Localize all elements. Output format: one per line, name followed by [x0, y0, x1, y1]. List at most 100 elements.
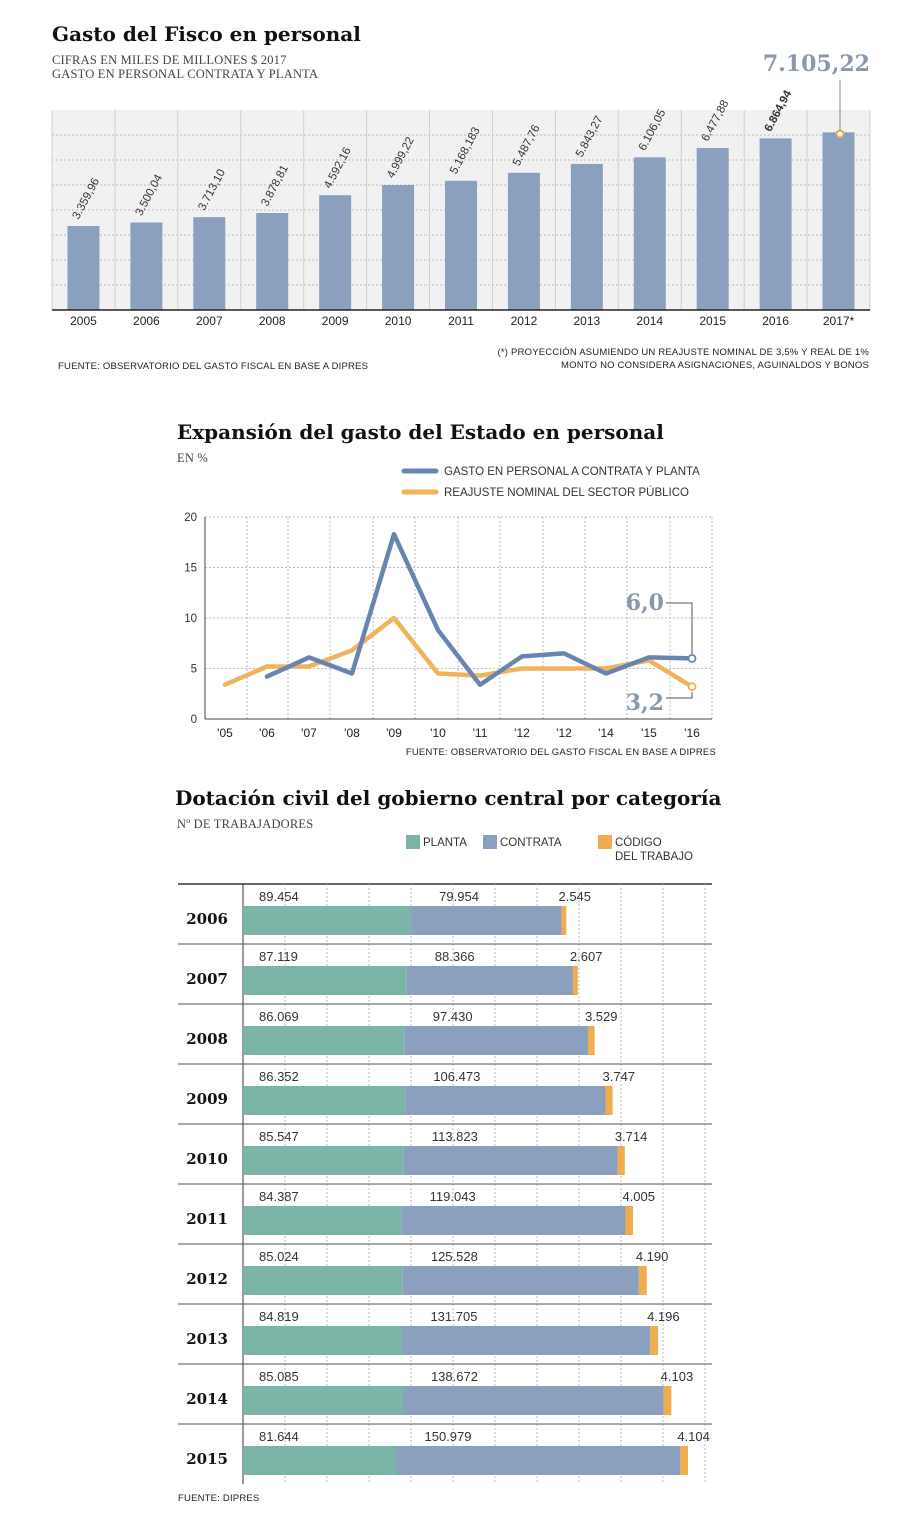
chart3-value-label: 3.529 — [585, 1009, 618, 1024]
chart1-bar — [382, 185, 415, 310]
chart3-bar-segment — [402, 1326, 651, 1355]
chart1-x-tick: 2005 — [70, 314, 97, 328]
chart1-header: Gasto del Fisco en personal CIFRAS EN MI… — [52, 22, 361, 81]
chart1-subtitle-1: CIFRAS EN MILES DE MILLONES $ 2017 — [52, 53, 287, 67]
chart2-x-tick: '06 — [259, 726, 275, 740]
chart3-bar-segment — [243, 1326, 403, 1355]
chart3-bar-segment — [243, 1146, 404, 1175]
chart1-x-tick: 2009 — [322, 314, 349, 328]
legend-label-planta: PLANTA — [423, 837, 467, 849]
chart3-value-label: 2.545 — [558, 889, 591, 904]
chart3-bar-segment — [405, 1086, 606, 1115]
chart3-legend: PLANTA CONTRATA CÓDIGO DEL TRABAJO — [406, 835, 693, 863]
chart1-x-tick: 2006 — [133, 314, 160, 328]
chart3-y-tick: 2006 — [186, 910, 228, 928]
chart1-bar — [319, 195, 352, 310]
chart2-x-tick: '10 — [430, 726, 446, 740]
chart3-bar-segment — [243, 1206, 402, 1235]
chart1-bar — [256, 213, 289, 310]
legend-label-contrata: CONTRATA — [500, 837, 562, 849]
chart1-bars — [67, 132, 855, 310]
chart3-value-label: 97.430 — [433, 1009, 473, 1024]
chart3-value-label: 87.119 — [259, 949, 298, 964]
chart2-grid — [204, 516, 713, 720]
chart1-projection-marker — [835, 129, 845, 139]
chart3-value-label: 4.103 — [661, 1369, 694, 1384]
chart2-callout-orange-leader — [666, 692, 693, 699]
chart1-x-tick: 2013 — [573, 314, 600, 328]
chart3-value-label: 84.387 — [259, 1189, 299, 1204]
chart2-y-tick: 5 — [191, 664, 197, 676]
chart3-value-label: 4.104 — [677, 1429, 710, 1444]
chart2-lines — [222, 531, 697, 692]
chart3-bar-segment — [403, 1146, 618, 1175]
chart1-x-ticks: 2005 2006 2007 2008 2009 2010 2011 2012 2013 2014… — [70, 314, 854, 328]
chart3-y-tick: 2012 — [186, 1270, 228, 1288]
chart3-source: FUENTE: DIPRES — [178, 1493, 259, 1504]
chart2-y-ticks: 0 5 10 15 20 — [184, 512, 197, 726]
chart2-series-line — [222, 615, 695, 689]
chart3-value-label: 4.196 — [647, 1309, 680, 1324]
chart1-bar — [633, 157, 666, 310]
chart3-value-label: 2.607 — [570, 949, 603, 964]
chart1-subtitle-2: GASTO EN PERSONAL CONTRATA Y PLANTA — [52, 67, 318, 81]
chart3-bar-segment — [625, 1206, 633, 1235]
chart2-source: FUENTE: OBSERVATORIO DEL GASTO FISCAL EN… — [406, 747, 716, 758]
chart3-value-label: 85.085 — [259, 1369, 299, 1384]
chart2-callout-orange: 3,2 — [626, 690, 664, 716]
chart1-note-2: MONTO NO CONSIDERA ASIGNACIONES, AGUINAL… — [561, 360, 869, 371]
legend-swatch-contrata — [483, 835, 497, 849]
chart1-bar — [193, 217, 226, 310]
chart2-legend: GASTO EN PERSONAL A CONTRATA Y PLANTA RE… — [401, 466, 700, 499]
chart1-x-tick: 2008 — [259, 314, 286, 328]
chart2-callout-blue: 6,0 — [626, 590, 664, 616]
chart1-x-tick: 2011 — [448, 314, 474, 328]
chart3-bar-segment — [243, 1026, 405, 1055]
chart3-plot: 2006 89.454 79.954 2.545 2007 87.119 88.366 2.6… — [178, 883, 712, 1484]
chart2-x-tick: '12 — [556, 726, 572, 740]
chart3-value-label: 84.819 — [259, 1309, 299, 1324]
chart3-bar-segment — [638, 1266, 647, 1295]
chart3-bar-segment — [402, 1386, 664, 1415]
chart2-x-tick: '14 — [598, 726, 614, 740]
chart3-value-label: 81.644 — [259, 1429, 299, 1444]
chart1-title: Gasto del Fisco en personal — [52, 22, 361, 46]
chart3-bar-segment — [561, 906, 567, 935]
chart3-value-label: 113.823 — [432, 1129, 478, 1144]
chart3-title: Dotación civil del gobierno central por … — [175, 786, 721, 810]
chart1-bar — [445, 180, 477, 310]
chart3-value-label: 4.005 — [622, 1189, 655, 1204]
chart3-value-label: 131.705 — [430, 1309, 477, 1324]
chart1-x-tick: 2014 — [636, 314, 663, 328]
chart3-bar-segment — [243, 1086, 406, 1115]
chart2-x-tick: '12 — [514, 726, 530, 740]
chart3-value-label: 4.190 — [636, 1249, 669, 1264]
chart3-y-tick: 2008 — [186, 1030, 228, 1048]
legend-label-contrata-planta: GASTO EN PERSONAL A CONTRATA Y PLANTA — [444, 466, 700, 478]
chart3-subtitle: Nº DE TRABAJADORES — [177, 817, 313, 831]
chart3-value-label: 86.352 — [259, 1069, 299, 1084]
chart3-value-label: 119.043 — [430, 1189, 476, 1204]
chart2-x-tick: '16 — [684, 726, 700, 740]
chart3-bar-segment — [587, 1026, 595, 1055]
legend-swatch-planta — [406, 835, 420, 849]
chart1-bar — [570, 163, 603, 310]
chart1-x-tick: 2016 — [762, 314, 789, 328]
chart3-bar-segment — [406, 966, 573, 995]
chart3-value-label: 3.714 — [615, 1129, 648, 1144]
chart3-y-tick: 2015 — [186, 1450, 228, 1468]
chart2-end-marker — [687, 654, 697, 663]
chart3-bar-segment — [243, 906, 412, 935]
chart3-value-label: 106.473 — [433, 1069, 480, 1084]
chart2-x-tick: '07 — [301, 726, 317, 740]
chart3-value-label: 79.954 — [439, 889, 479, 904]
chart1-bar — [67, 226, 100, 310]
chart2-y-tick: 15 — [184, 563, 197, 575]
chart1-note-1: (*) PROYECCIÓN ASUMIENDO UN REAJUSTE NOM… — [498, 347, 870, 358]
chart2-y-tick: 20 — [184, 512, 197, 524]
chart2-end-marker — [687, 682, 697, 692]
chart1-bar — [130, 222, 163, 310]
chart3-value-label: 88.366 — [435, 949, 475, 964]
chart2-x-tick: '11 — [473, 726, 488, 740]
chart1-x-tick: 2017* — [823, 314, 855, 328]
